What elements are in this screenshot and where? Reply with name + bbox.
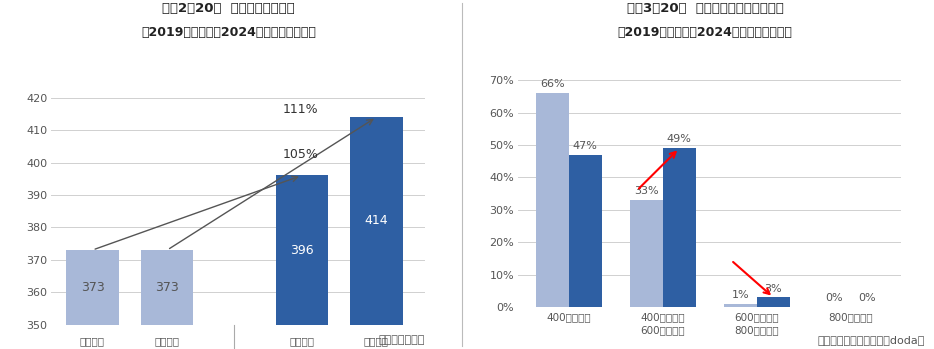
Text: 転職前の: 転職前の	[290, 336, 314, 346]
Bar	[724, 304, 757, 307]
Text: 373: 373	[155, 281, 179, 294]
Text: 【図3】20代  転職者の決定年収の分布: 【図3】20代 転職者の決定年収の分布	[627, 2, 784, 15]
Text: 105%: 105%	[283, 148, 318, 161]
Text: 転職後の: 転職後の	[155, 336, 179, 346]
Bar	[350, 117, 403, 349]
Text: 0%: 0%	[858, 293, 876, 303]
Text: 396: 396	[290, 244, 314, 257]
Text: 3%: 3%	[765, 283, 782, 294]
Text: （単位：万円）: （単位：万円）	[378, 335, 425, 346]
Text: 373: 373	[80, 281, 105, 294]
Bar	[536, 93, 569, 307]
Text: 出典元：転職サービス「doda」: 出典元：転職サービス「doda」	[817, 335, 925, 346]
Text: （2019年度上期と2024年度上期を比較）: （2019年度上期と2024年度上期を比較）	[617, 26, 793, 39]
Text: 414: 414	[364, 214, 389, 227]
Text: （2019年度上期と2024年度上期を比較）: （2019年度上期と2024年度上期を比較）	[141, 26, 317, 39]
Text: 49%: 49%	[667, 134, 692, 144]
Bar	[141, 250, 193, 349]
Text: 【図2】20代  転職時の年収変動: 【図2】20代 転職時の年収変動	[163, 2, 295, 15]
Text: 66%: 66%	[540, 79, 564, 89]
Text: 1%: 1%	[731, 290, 749, 300]
Text: 0%: 0%	[826, 293, 843, 303]
Text: 33%: 33%	[634, 186, 658, 196]
Bar	[630, 200, 663, 307]
Text: 転職前の: 転職前の	[80, 336, 105, 346]
Bar	[66, 250, 119, 349]
Text: 47%: 47%	[573, 141, 598, 151]
Bar	[276, 176, 328, 349]
Bar	[757, 297, 790, 307]
Text: 111%: 111%	[283, 103, 318, 116]
Bar	[569, 155, 601, 307]
Text: 転職後の: 転職後の	[364, 336, 389, 346]
Bar	[663, 148, 696, 307]
